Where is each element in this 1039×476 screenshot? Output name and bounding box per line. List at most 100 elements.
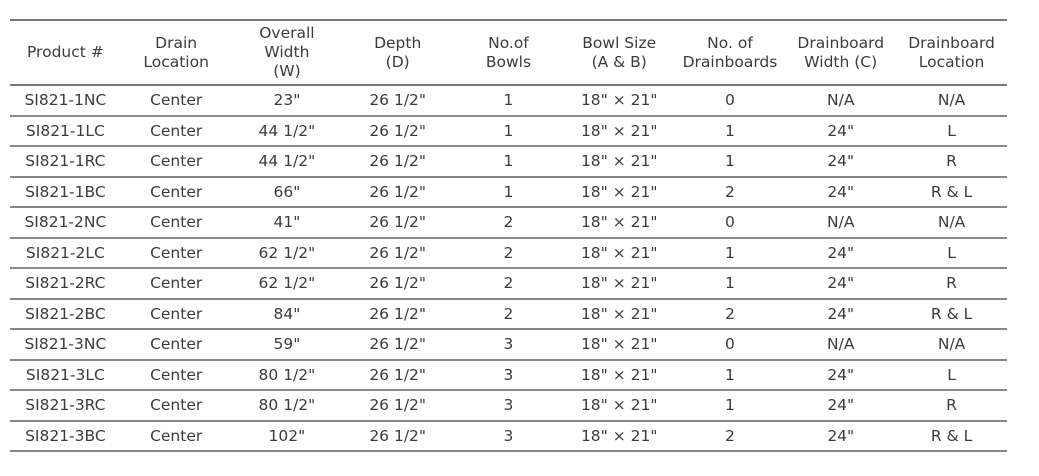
table-cell: 18" × 21" [563,420,675,452]
column-header-line: Drainboard [797,33,885,52]
table-cell: 2 [453,207,564,239]
table-cell: 1 [674,390,786,422]
table-cell: Center [120,146,232,178]
table-cell: Center [120,207,232,239]
table-cell: 26 1/2" [342,298,454,330]
table-cell: 1 [453,85,564,117]
table-cell: 66" [231,176,343,208]
table-cell: 1 [674,115,786,147]
table-cell: 26 1/2" [342,390,454,422]
column-header: Drainboard Location [896,19,1007,86]
table-row: SI821-3NC Center 59" 26 1/2" 3 18" × 21" 0 N/A N… [10,329,1007,361]
table-cell: 18" × 21" [563,359,675,391]
table-cell: R & L [896,420,1007,452]
table-cell: SI821-3RC [10,390,121,422]
table-cell: 24" [785,390,897,422]
table-cell: Center [120,176,232,208]
table-cell: L [896,359,1007,391]
table-row: SI821-3BC Center 102" 26 1/2" 3 18" × 21" 2 24"… [10,420,1007,452]
table-cell: 18" × 21" [563,85,675,117]
table-cell: N/A [896,329,1007,361]
table-cell: 1 [674,146,786,178]
column-header: No. of Drainboards [674,19,786,86]
table-cell: Center [120,420,232,452]
table-cell: 24" [785,146,897,178]
table-row: SI821-1NC Center 23" 26 1/2" 1 18" × 21" 0 N/A N… [10,85,1007,117]
table-cell: 62 1/2" [231,268,343,300]
table-cell: 2 [453,298,564,330]
table-row: SI821-2NC Center 41" 26 1/2" 2 18" × 21" 0 N/A N… [10,207,1007,239]
product-spec-table: Product # Drain Location Overall Width (W) Dep… [10,19,1007,452]
column-header-line: Drainboard [908,33,995,52]
table-cell: SI821-1NC [10,85,121,117]
table-cell: Center [120,115,232,147]
table-cell: Center [120,329,232,361]
table-cell: 26 1/2" [342,237,454,269]
table-cell: 102" [231,420,343,452]
table-cell: 24" [785,115,897,147]
table-row: SI821-2BC Center 84" 26 1/2" 2 18" × 21" 2 24" R… [10,298,1007,330]
table-cell: 1 [453,146,564,178]
table-cell: 18" × 21" [563,115,675,147]
table-cell: N/A [785,329,897,361]
column-header-line: Width [264,43,310,61]
table-cell: 26 1/2" [342,115,454,147]
table-cell: 44 1/2" [231,115,343,147]
column-header-line: No.of [488,33,529,52]
table-row: SI821-1LC Center 44 1/2" 26 1/2" 1 18" × 21" 1… [10,115,1007,147]
table-cell: 1 [453,176,564,208]
table-cell: N/A [896,85,1007,117]
table-cell: 26 1/2" [342,85,454,117]
table-cell: SI821-3NC [10,329,121,361]
table-row: SI821-3RC Center 80 1/2" 26 1/2" 3 18" × 21" 1… [10,390,1007,422]
column-header: Depth (D) [342,19,454,86]
table-cell: R [896,146,1007,178]
table-cell: 18" × 21" [563,207,675,239]
table-cell: 0 [674,85,786,117]
table-cell: R [896,268,1007,300]
table-cell: 2 [674,298,786,330]
table-cell: 0 [674,207,786,239]
column-header-line: (W) [273,62,301,80]
table-cell: 26 1/2" [342,359,454,391]
table-row: SI821-2RC Center 62 1/2" 26 1/2" 2 18" × 21" 1… [10,268,1007,300]
table-cell: 18" × 21" [563,176,675,208]
table-cell: 26 1/2" [342,207,454,239]
table-cell: 80 1/2" [231,390,343,422]
column-header-line: (D) [385,52,410,71]
table-cell: 1 [453,115,564,147]
column-header: Drain Location [120,19,232,86]
table-cell: 3 [453,420,564,452]
column-header: No.of Bowls [453,19,564,86]
table-cell: SI821-3BC [10,420,121,452]
column-header-line: No. of [707,33,753,52]
table-cell: SI821-1BC [10,176,121,208]
table-cell: 80 1/2" [231,359,343,391]
table-cell: SI821-1RC [10,146,121,178]
table-cell: SI821-2RC [10,268,121,300]
column-header-line: Location [143,52,209,71]
table-cell: 26 1/2" [342,146,454,178]
table-cell: R [896,390,1007,422]
table-cell: 18" × 21" [563,146,675,178]
table-cell: 2 [453,268,564,300]
table-cell: 24" [785,268,897,300]
table-cell: 26 1/2" [342,268,454,300]
table-cell: 0 [674,329,786,361]
table-cell: 2 [453,237,564,269]
table-cell: 1 [674,237,786,269]
column-header: Drainboard Width (C) [785,19,897,86]
table-cell: 24" [785,176,897,208]
table-cell: 18" × 21" [563,268,675,300]
table-row: SI821-3LC Center 80 1/2" 26 1/2" 3 18" × 21" 1… [10,359,1007,391]
table-cell: 62 1/2" [231,237,343,269]
column-header: Bowl Size (A & B) [563,19,675,86]
table-cell: 18" × 21" [563,298,675,330]
column-header-line: Depth [374,33,422,52]
table-cell: 44 1/2" [231,146,343,178]
table-cell: 2 [674,176,786,208]
table-cell: 3 [453,329,564,361]
table-cell: 24" [785,420,897,452]
table-cell: 3 [453,390,564,422]
table-cell: 18" × 21" [563,329,675,361]
